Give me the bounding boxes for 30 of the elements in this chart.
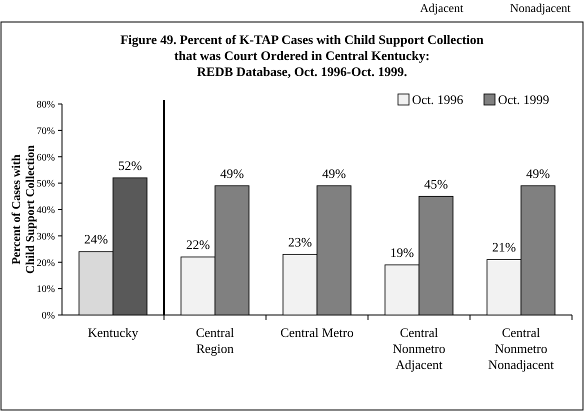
- data-label: 49%: [220, 166, 244, 181]
- data-label: 49%: [322, 166, 346, 181]
- data-label: 21%: [492, 240, 516, 255]
- y-tick-label: 0%: [42, 310, 55, 322]
- x-tick-label: Central Region: [196, 325, 235, 356]
- data-label: 23%: [288, 234, 312, 250]
- x-tick-label: Central Nonmetro Nonadjacent: [488, 325, 554, 372]
- y-tick-label: 10%: [36, 284, 55, 296]
- data-label: 24%: [84, 232, 108, 247]
- text: Adjacent: [420, 1, 464, 15]
- data-label: 22%: [186, 236, 210, 252]
- x-tick-label: Kentucky: [88, 325, 139, 340]
- y-tick-label: 70%: [36, 126, 55, 137]
- data-label: 19%: [390, 244, 414, 260]
- y-tick-label: 40%: [36, 205, 55, 216]
- x-tick-label: Central Nonmetro Adjacent: [392, 325, 446, 372]
- y-tick-label: 80%: [36, 100, 55, 110]
- data-label: 49%: [526, 166, 550, 181]
- text: Nonadjacent: [510, 1, 572, 15]
- chart-title: Figure 49. Percent of K-TAP Cases with Child Support Collection that was Court Ordered in Central Kentucky: REDB Database, Oct. 1996-Oct. 1999.: [120, 32, 484, 79]
- y-tick-label: 20%: [36, 258, 55, 269]
- y-tick-label: 30%: [36, 231, 55, 242]
- legend-label: Oct. 1996: [412, 92, 464, 107]
- data-label: 52%: [118, 158, 142, 173]
- legend-label: Oct. 1999: [498, 92, 550, 107]
- y-tick-label: 60%: [36, 152, 55, 164]
- data-label: 45%: [424, 176, 448, 192]
- y-axis-title: Percent of Cases with Child Support Collection: [9, 144, 37, 274]
- y-tick-label: 50%: [36, 178, 55, 190]
- x-tick-label: Central Metro: [280, 325, 354, 340]
